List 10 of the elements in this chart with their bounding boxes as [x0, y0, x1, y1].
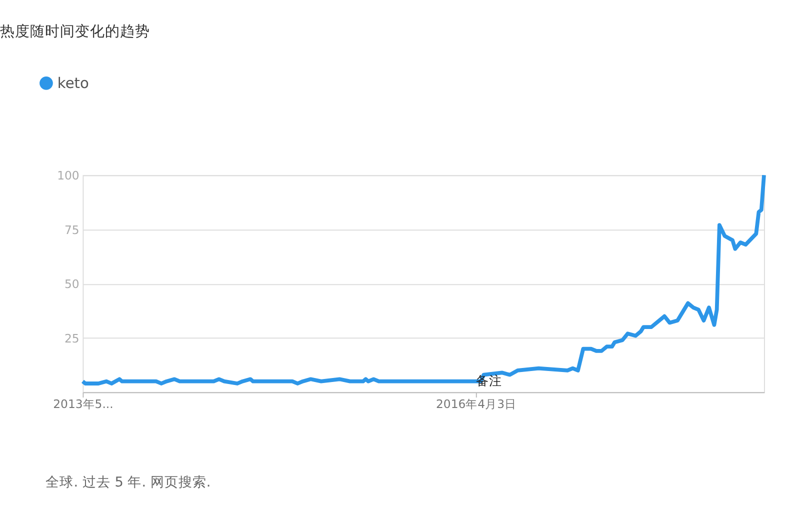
x-tick-label: 2013年5...: [53, 397, 114, 412]
chart-title: 热度随时间变化的趋势: [0, 22, 150, 40]
y-tick-label: 25: [64, 331, 80, 346]
line-series: [80, 173, 766, 386]
legend-label: keto: [57, 75, 90, 92]
y-tick-label: 100: [57, 168, 80, 183]
text: 全球. 过去 5 年. 网页搜索.: [46, 474, 211, 491]
x-tick-label: 2016年4月3日: [436, 397, 516, 412]
y-tick-label: 75: [64, 222, 80, 237]
y-tick-label: 50: [64, 277, 80, 292]
